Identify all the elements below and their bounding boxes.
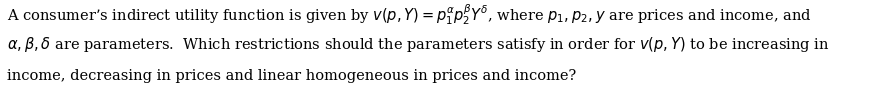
- Text: A consumer’s indirect utility function is given by $v(p, Y) = p_1^{\alpha}p_2^{\: A consumer’s indirect utility function i…: [7, 3, 811, 27]
- Text: $\alpha, \beta, \delta$ are parameters.  Which restrictions should the parameter: $\alpha, \beta, \delta$ are parameters. …: [7, 35, 829, 54]
- Text: income, decreasing in prices and linear homogeneous in prices and income?: income, decreasing in prices and linear …: [7, 69, 576, 83]
